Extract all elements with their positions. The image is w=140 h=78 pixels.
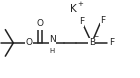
Text: O: O xyxy=(36,20,43,29)
Text: −: − xyxy=(93,33,99,38)
Text: F: F xyxy=(100,16,105,25)
Text: O: O xyxy=(25,38,32,47)
Text: B: B xyxy=(89,38,95,47)
Text: K: K xyxy=(70,4,77,14)
Text: H: H xyxy=(50,48,55,54)
Text: N: N xyxy=(49,35,56,44)
Text: +: + xyxy=(77,1,83,7)
Text: F: F xyxy=(109,38,114,47)
Text: O: O xyxy=(25,38,32,47)
Text: O: O xyxy=(36,18,43,28)
Text: F: F xyxy=(79,17,84,26)
